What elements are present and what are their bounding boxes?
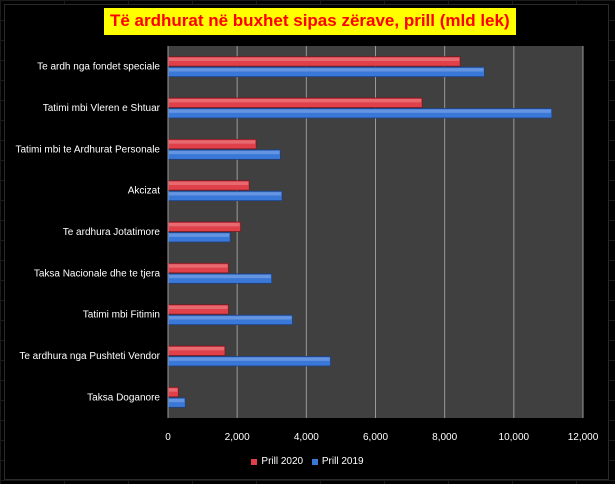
- legend-swatch-prill-2020: [251, 458, 258, 465]
- x-tick-label: 8,000: [432, 432, 457, 443]
- bar-highlight: [169, 99, 422, 103]
- category-label: Taksa Nacionale dhe te tjera: [34, 268, 161, 279]
- x-tick-label: 10,000: [499, 432, 530, 443]
- x-tick-label: 0: [165, 432, 171, 443]
- bar-highlight: [169, 388, 178, 392]
- chart-legend: Prill 2020 Prill 2019: [0, 456, 615, 468]
- category-label: Taksa Doganore: [87, 392, 160, 403]
- bar-highlight: [169, 109, 551, 113]
- bar-highlight: [169, 233, 230, 237]
- legend-item-prill-2019: Prill 2019: [311, 456, 364, 467]
- bar-highlight: [169, 347, 225, 351]
- bar-highlight: [169, 357, 330, 361]
- category-label: Tatimi mbi te Ardhurat Personale: [15, 144, 160, 155]
- bar-highlight: [169, 305, 228, 309]
- legend-item-prill-2020: Prill 2020: [251, 456, 303, 467]
- x-tick-label: 2,000: [225, 432, 250, 443]
- x-tick-label: 6,000: [363, 432, 388, 443]
- bar-highlight: [169, 398, 185, 403]
- x-tick-label: 12,000: [568, 432, 599, 443]
- bar-highlight: [169, 68, 484, 72]
- bar-highlight: [169, 181, 249, 185]
- bar-highlight: [169, 140, 256, 144]
- category-label: Akcizat: [128, 186, 160, 197]
- legend-label-prill-2020: Prill 2020: [261, 456, 304, 467]
- bar-highlight: [169, 274, 271, 279]
- x-tick-label: 4,000: [294, 432, 319, 443]
- legend-swatch-prill-2019: [311, 458, 318, 465]
- category-label: Te ardhura nga Pushteti Vendor: [19, 351, 160, 362]
- bar-highlight: [169, 150, 280, 155]
- category-label: Te ardhura Jotatimore: [63, 227, 161, 238]
- legend-label-prill-2019: Prill 2019: [321, 456, 364, 467]
- bar-highlight: [169, 316, 292, 320]
- category-label: Tatimi mbi Vleren e Shtuar: [43, 103, 161, 114]
- bar-highlight: [169, 223, 240, 227]
- bar-highlight: [169, 57, 460, 61]
- chart-title: Të ardhurat në buxhet sipas zërave, pril…: [104, 8, 516, 35]
- category-label: Te ardh nga fondet speciale: [37, 62, 160, 73]
- bar-highlight: [169, 264, 228, 268]
- bar-highlight: [169, 192, 282, 196]
- category-label: Tatimi mbi Fitimin: [83, 310, 160, 321]
